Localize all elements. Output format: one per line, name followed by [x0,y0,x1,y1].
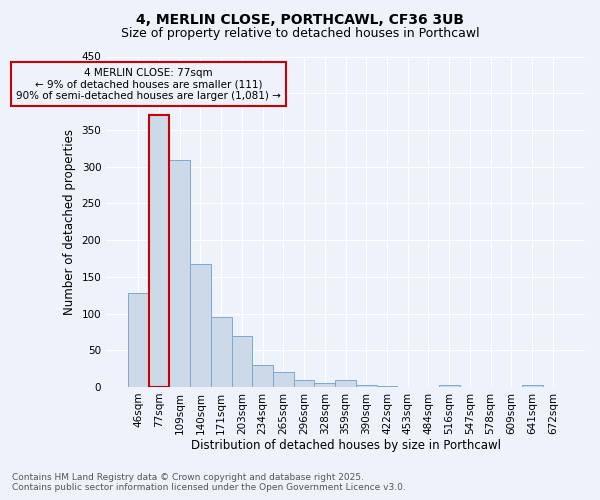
Bar [211,317,232,387]
Bar [149,115,169,387]
Bar [294,380,314,387]
Bar [190,264,211,387]
Text: 4 MERLIN CLOSE: 77sqm
← 9% of detached houses are smaller (111)
90% of semi-deta: 4 MERLIN CLOSE: 77sqm ← 9% of detached h… [16,68,281,100]
Y-axis label: Number of detached properties: Number of detached properties [63,128,76,314]
Text: Contains HM Land Registry data © Crown copyright and database right 2025.
Contai: Contains HM Land Registry data © Crown c… [12,473,406,492]
Text: 4, MERLIN CLOSE, PORTHCAWL, CF36 3UB: 4, MERLIN CLOSE, PORTHCAWL, CF36 3UB [136,12,464,26]
Bar [356,385,377,387]
Bar [314,384,335,387]
Bar [377,386,397,387]
Text: Size of property relative to detached houses in Porthcawl: Size of property relative to detached ho… [121,28,479,40]
Bar [273,372,294,387]
X-axis label: Distribution of detached houses by size in Porthcawl: Distribution of detached houses by size … [191,440,500,452]
Bar [522,386,542,387]
Bar [149,115,169,387]
Bar [232,336,253,387]
Bar [253,365,273,387]
Bar [169,160,190,387]
Bar [335,380,356,387]
Bar [439,386,460,387]
Bar [128,293,149,387]
